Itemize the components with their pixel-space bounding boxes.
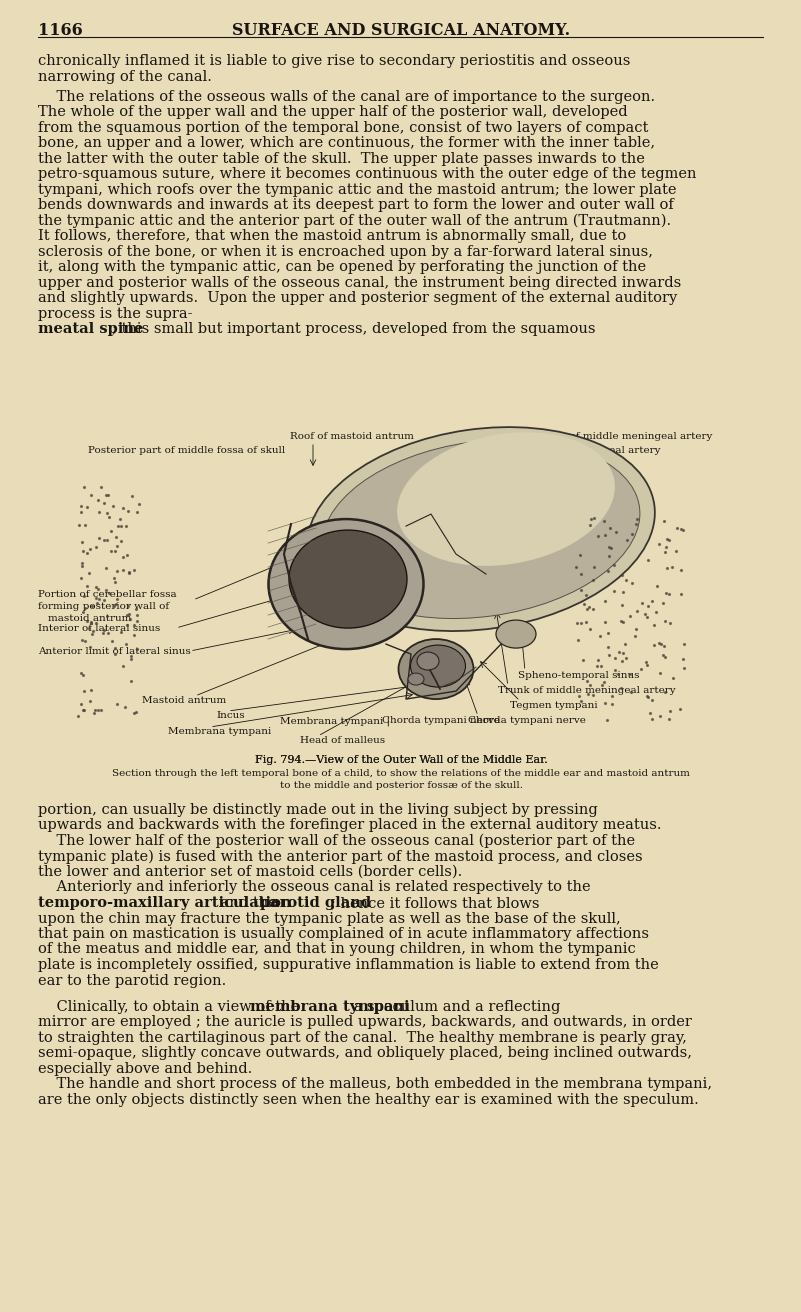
Text: mastoid antrum: mastoid antrum	[48, 614, 131, 623]
Text: Anteriorly and inferiorly the osseous canal is related respectively to the: Anteriorly and inferiorly the osseous ca…	[38, 880, 590, 895]
Ellipse shape	[322, 440, 640, 618]
Text: portion, can usually be distinctly made out in the living subject by pressing: portion, can usually be distinctly made …	[38, 803, 598, 817]
Text: that pain on mastication is usually complained of in acute inflammatory affectio: that pain on mastication is usually comp…	[38, 928, 649, 941]
Text: ; this small but important process, developed from the squamous: ; this small but important process, deve…	[112, 323, 595, 336]
Text: membrana tympani: membrana tympani	[250, 1000, 409, 1014]
Text: Posterior branch of middle meningeal artery: Posterior branch of middle meningeal art…	[478, 432, 712, 441]
Text: The lower half of the posterior wall of the osseous canal (posterior part of the: The lower half of the posterior wall of …	[38, 834, 635, 849]
Text: bends downwards and inwards at its deepest part to form the lower and outer wall: bends downwards and inwards at its deepe…	[38, 198, 674, 213]
Text: Portion of cerebellar fossa: Portion of cerebellar fossa	[38, 590, 177, 600]
Text: 1166: 1166	[38, 22, 83, 39]
Text: Mastoid antrum: Mastoid antrum	[142, 695, 226, 705]
Text: Fig. 794.—View of the Outer Wall of the Middle Ear.: Fig. 794.—View of the Outer Wall of the …	[255, 754, 547, 765]
Text: Head of malleus: Head of malleus	[300, 736, 385, 745]
Ellipse shape	[289, 530, 407, 628]
Text: chronically inflamed it is liable to give rise to secondary periostitis and osse: chronically inflamed it is liable to giv…	[38, 54, 630, 68]
Text: ; hence it follows that blows: ; hence it follows that blows	[331, 896, 540, 911]
Text: narrowing of the canal.: narrowing of the canal.	[38, 70, 212, 84]
Text: upper and posterior walls of the osseous canal, the instrument being directed in: upper and posterior walls of the osseous…	[38, 276, 681, 290]
Text: upon the chin may fracture the tympanic plate as well as the base of the skull,: upon the chin may fracture the tympanic …	[38, 912, 621, 925]
Text: Membrana tympani: Membrana tympani	[168, 727, 272, 736]
Text: temporo-maxillary articulation: temporo-maxillary articulation	[38, 896, 292, 911]
Text: mirror are employed ; the auricle is pulled upwards, backwards, and outwards, in: mirror are employed ; the auricle is pul…	[38, 1015, 692, 1030]
Ellipse shape	[399, 639, 473, 699]
Ellipse shape	[408, 673, 424, 685]
Ellipse shape	[268, 520, 424, 649]
Text: the latter with the outer table of the skull.  The upper plate passes inwards to: the latter with the outer table of the s…	[38, 152, 645, 165]
Text: Chorda tympani nerve: Chorda tympani nerve	[468, 716, 586, 726]
Text: Roof of mastoid antrum: Roof of mastoid antrum	[290, 432, 414, 441]
Text: parotid gland: parotid gland	[260, 896, 371, 911]
Text: a speculum and a reflecting: a speculum and a reflecting	[349, 1000, 561, 1014]
Text: Incus: Incus	[216, 711, 244, 720]
Text: the lower and anterior set of mastoid cells (border cells).: the lower and anterior set of mastoid ce…	[38, 865, 462, 879]
Text: plate is incompletely ossified, suppurative inflammation is liable to extend fro: plate is incompletely ossified, suppurat…	[38, 958, 658, 972]
Text: from the squamous portion of the temporal bone, consist of two layers of compact: from the squamous portion of the tempora…	[38, 121, 648, 135]
Text: Posterior part of middle fossa of skull: Posterior part of middle fossa of skull	[88, 446, 285, 455]
Text: Fig. 794.—View of the Outer Wall of the Middle Ear.: Fig. 794.—View of the Outer Wall of the …	[255, 754, 547, 765]
Text: Interior of lateral sinus: Interior of lateral sinus	[38, 625, 160, 632]
Text: Trunk of middle meningeal artery: Trunk of middle meningeal artery	[498, 686, 675, 695]
Text: Section through the left temporal bone of a child, to show the relations of the : Section through the left temporal bone o…	[112, 769, 690, 778]
Text: process is the supra-: process is the supra-	[38, 307, 192, 320]
Text: and the: and the	[216, 896, 281, 911]
Text: to straighten the cartilaginous part of the canal.  The healthy membrane is pear: to straighten the cartilaginous part of …	[38, 1031, 687, 1044]
Text: are the only objects distinctly seen when the healthy ear is examined with the s: are the only objects distinctly seen whe…	[38, 1093, 698, 1107]
Ellipse shape	[417, 652, 439, 670]
Text: especially above and behind.: especially above and behind.	[38, 1061, 252, 1076]
Text: Membrana tympani |: Membrana tympani |	[280, 716, 390, 726]
Ellipse shape	[496, 621, 536, 648]
Text: tympanic plate) is fused with the anterior part of the mastoid process, and clos: tympanic plate) is fused with the anteri…	[38, 849, 642, 863]
Text: meatal spine: meatal spine	[38, 323, 143, 336]
Text: The whole of the upper wall and the upper half of the posterior wall, developed: The whole of the upper wall and the uppe…	[38, 105, 628, 119]
Text: of the meatus and middle ear, and that in young children, in whom the tympanic: of the meatus and middle ear, and that i…	[38, 942, 636, 956]
Text: to the middle and posterior fossæ of the skull.: to the middle and posterior fossæ of the…	[280, 781, 522, 790]
Text: petro-squamous suture, where it becomes continuous with the outer edge of the te: petro-squamous suture, where it becomes …	[38, 167, 697, 181]
Text: sclerosis of the bone, or when it is encroached upon by a far-forward lateral si: sclerosis of the bone, or when it is enc…	[38, 244, 653, 258]
Text: semi-opaque, slightly concave outwards, and obliquely placed, being inclined out: semi-opaque, slightly concave outwards, …	[38, 1047, 692, 1060]
Text: Spheno-temporal sinus: Spheno-temporal sinus	[518, 670, 639, 680]
Text: Clinically, to obtain a view of the: Clinically, to obtain a view of the	[38, 1000, 304, 1014]
Text: Anterior branch of middle meningeal artery: Anterior branch of middle meningeal arte…	[430, 446, 661, 455]
Text: The handle and short process of the malleus, both embedded in the membrana tympa: The handle and short process of the mall…	[38, 1077, 712, 1092]
Text: Tegmen tympani: Tegmen tympani	[510, 701, 598, 710]
Text: Anterior limit of lateral sinus: Anterior limit of lateral sinus	[38, 647, 191, 656]
Ellipse shape	[410, 646, 465, 687]
Ellipse shape	[307, 428, 655, 631]
Text: upwards and backwards with the forefinger placed in the external auditory meatus: upwards and backwards with the forefinge…	[38, 819, 662, 833]
Text: it, along with the tympanic attic, can be opened by perforating the junction of : it, along with the tympanic attic, can b…	[38, 260, 646, 274]
Text: Chorda tympani nerve: Chorda tympani nerve	[382, 716, 500, 726]
Text: ear to the parotid region.: ear to the parotid region.	[38, 974, 226, 988]
Bar	[75, 464, 750, 735]
Text: SURFACE AND SURGICAL ANATOMY.: SURFACE AND SURGICAL ANATOMY.	[232, 22, 570, 39]
Text: The relations of the osseous walls of the canal are of importance to the surgeon: The relations of the osseous walls of th…	[38, 89, 655, 104]
Text: and slightly upwards.  Upon the upper and posterior segment of the external audi: and slightly upwards. Upon the upper and…	[38, 291, 678, 306]
Ellipse shape	[397, 432, 615, 565]
Text: It follows, therefore, that when the mastoid antrum is abnormally small, due to: It follows, therefore, that when the mas…	[38, 230, 626, 243]
Text: the tympanic attic and the anterior part of the outer wall of the antrum (Trautm: the tympanic attic and the anterior part…	[38, 214, 671, 228]
Text: bone, an upper and a lower, which are continuous, the former with the inner tabl: bone, an upper and a lower, which are co…	[38, 136, 655, 150]
Text: forming posterior wall of: forming posterior wall of	[38, 602, 169, 611]
Text: tympani, which roofs over the tympanic attic and the mastoid antrum; the lower p: tympani, which roofs over the tympanic a…	[38, 182, 677, 197]
